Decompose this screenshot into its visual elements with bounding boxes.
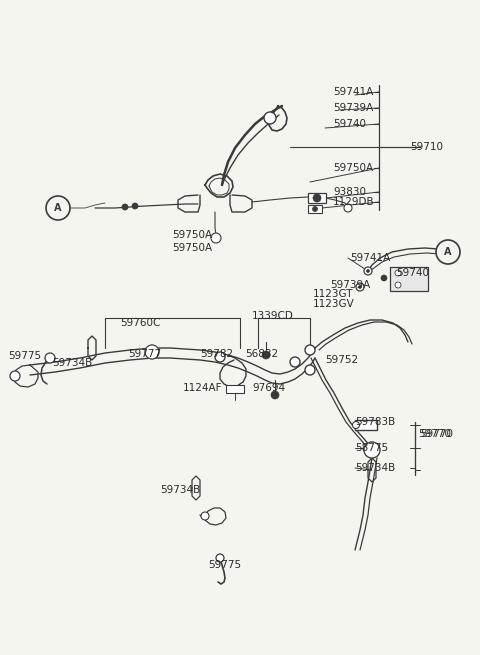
Text: 59741A: 59741A: [350, 253, 390, 263]
Circle shape: [364, 442, 380, 458]
Bar: [390, 267, 428, 291]
Text: 97694: 97694: [252, 383, 285, 393]
Bar: [308, 205, 322, 213]
Bar: [226, 385, 244, 393]
Text: 1123GT: 1123GT: [313, 289, 353, 299]
Text: 59750A: 59750A: [333, 163, 373, 173]
Text: 58775: 58775: [355, 443, 388, 453]
Text: 59775: 59775: [208, 560, 241, 570]
Bar: [355, 420, 377, 430]
Circle shape: [312, 206, 317, 212]
Text: 59710: 59710: [410, 142, 443, 152]
Text: 93830: 93830: [333, 187, 366, 197]
Circle shape: [364, 267, 372, 275]
Circle shape: [201, 512, 209, 520]
Text: 59775: 59775: [8, 351, 41, 361]
Circle shape: [305, 345, 315, 355]
Text: 59752: 59752: [325, 355, 358, 365]
Circle shape: [395, 282, 401, 288]
Text: 59740: 59740: [396, 268, 429, 278]
Circle shape: [45, 353, 55, 363]
Circle shape: [216, 554, 224, 562]
Circle shape: [211, 233, 221, 243]
Circle shape: [262, 351, 270, 359]
Circle shape: [356, 283, 364, 291]
Circle shape: [359, 286, 361, 288]
Circle shape: [145, 345, 159, 359]
Text: 1124AF: 1124AF: [183, 383, 223, 393]
Text: 59760C: 59760C: [120, 318, 160, 328]
Circle shape: [215, 352, 225, 362]
Text: 59782: 59782: [200, 349, 233, 359]
Circle shape: [313, 194, 321, 202]
Text: 59750A: 59750A: [172, 243, 212, 253]
Text: 56832: 56832: [245, 349, 278, 359]
Text: 59741A: 59741A: [333, 87, 373, 97]
Circle shape: [367, 269, 370, 272]
Text: 59783B: 59783B: [355, 417, 395, 427]
Text: 59734B: 59734B: [355, 463, 395, 473]
Circle shape: [132, 203, 138, 209]
Text: A: A: [444, 247, 452, 257]
Circle shape: [46, 196, 70, 220]
Text: 59734B: 59734B: [160, 485, 200, 495]
Text: 1129DB: 1129DB: [333, 197, 374, 207]
Circle shape: [436, 240, 460, 264]
Text: 59770: 59770: [418, 429, 451, 439]
Text: A: A: [54, 203, 62, 213]
Text: 59739A: 59739A: [330, 280, 370, 290]
Text: 59750A: 59750A: [172, 230, 212, 240]
Text: 59739A: 59739A: [333, 103, 373, 113]
Text: 1123GV: 1123GV: [313, 299, 355, 309]
Text: 59777: 59777: [128, 349, 161, 359]
Circle shape: [10, 371, 20, 381]
Circle shape: [305, 365, 315, 375]
Circle shape: [290, 357, 300, 367]
Circle shape: [344, 204, 352, 212]
Circle shape: [264, 112, 276, 124]
Circle shape: [271, 391, 279, 399]
Text: 59770: 59770: [420, 429, 453, 439]
Circle shape: [364, 442, 380, 458]
Circle shape: [145, 345, 159, 359]
Text: 59734B: 59734B: [52, 358, 92, 368]
Bar: [308, 193, 326, 203]
Text: 59740: 59740: [333, 119, 366, 129]
Circle shape: [395, 270, 401, 276]
Circle shape: [352, 422, 360, 428]
Text: 1339CD: 1339CD: [252, 311, 294, 321]
Circle shape: [381, 275, 387, 281]
Circle shape: [122, 204, 128, 210]
